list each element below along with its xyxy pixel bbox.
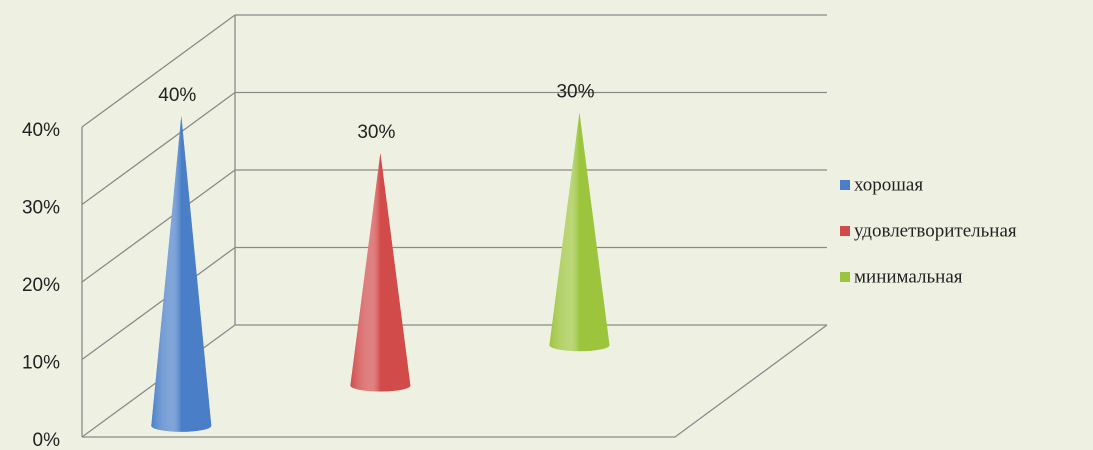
grid-line	[81, 169, 236, 283]
y-tick-label: 30%	[22, 198, 60, 219]
value-label: 30%	[357, 122, 395, 143]
y-tick-label: 10%	[22, 353, 60, 374]
legend-label: хорошая	[854, 174, 923, 195]
grid-line	[81, 14, 236, 128]
grid-line	[81, 246, 236, 361]
cone-shine	[151, 115, 212, 432]
y-tick-label: 0%	[33, 430, 61, 450]
floor-edge	[82, 324, 828, 438]
value-label: 30%	[556, 82, 594, 103]
legend-label: минимальная	[854, 266, 963, 287]
legend-swatch	[840, 180, 850, 190]
legend-swatch	[840, 226, 850, 236]
cone-shine	[549, 112, 610, 352]
value-label: 40%	[158, 85, 196, 106]
legend-label: удовлетворительная	[854, 220, 1017, 241]
y-tick-label: 20%	[22, 275, 60, 296]
cone-shine	[350, 152, 411, 392]
y-tick-label: 40%	[22, 120, 60, 141]
legend-swatch	[840, 272, 850, 282]
grid-line	[81, 91, 236, 206]
